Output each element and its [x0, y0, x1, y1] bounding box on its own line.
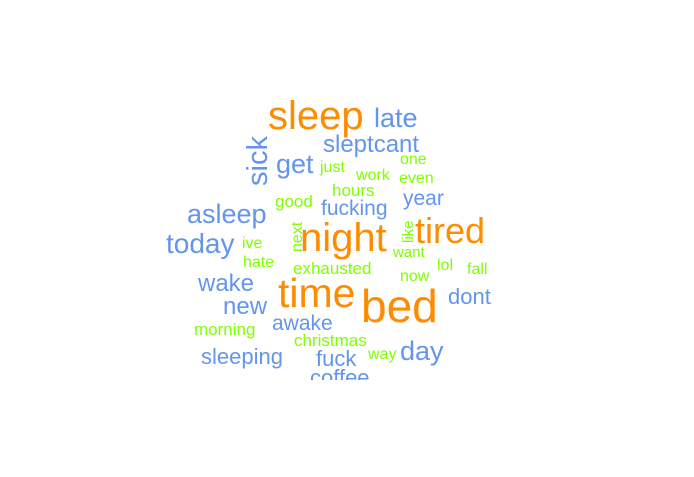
word-morning: morning	[194, 320, 256, 339]
word-just: just	[320, 159, 345, 176]
word-like: like	[400, 220, 417, 243]
word-fucking: fucking	[321, 197, 388, 220]
word-day: day	[400, 336, 444, 366]
word-get: get	[276, 149, 314, 179]
word-time: time	[278, 270, 356, 316]
word-one: one	[400, 151, 427, 168]
word-sleptcant: sleptcant	[323, 131, 420, 158]
word-wake: wake	[198, 270, 255, 297]
word-sleep: sleep	[268, 94, 364, 138]
word-cloud-area: sleep late sick sleptcant get just one w…	[166, 94, 491, 381]
word-night: night	[300, 216, 387, 260]
word-fuck: fuck	[316, 346, 357, 371]
word-hours: hours	[332, 181, 375, 200]
word-bed: bed	[361, 280, 438, 332]
word-tired: tired	[415, 210, 486, 251]
word-new: new	[223, 293, 268, 320]
word-christmas: christmas	[294, 331, 367, 350]
word-ive: ive	[242, 235, 263, 252]
word-even: even	[399, 170, 434, 187]
word-want: want	[393, 244, 425, 261]
word-good: good	[275, 192, 313, 211]
word-work: work	[356, 167, 390, 184]
word-way: way	[368, 346, 397, 363]
word-late: late	[374, 103, 418, 133]
word-year: year	[403, 187, 444, 210]
word-now: now	[400, 268, 430, 285]
word-exhausted: exhausted	[293, 259, 372, 278]
word-awake: awake	[272, 312, 333, 335]
word-fall: fall	[467, 261, 488, 278]
word-dont: dont	[448, 284, 491, 309]
word-coffee: coffee	[310, 365, 370, 381]
word-lol: lol	[437, 257, 454, 274]
word-asleep: asleep	[187, 199, 267, 229]
word-sick: sick	[242, 136, 274, 186]
word-sleeping: sleeping	[201, 344, 283, 369]
word-today: today	[166, 228, 235, 259]
word-hate: hate	[243, 254, 275, 271]
